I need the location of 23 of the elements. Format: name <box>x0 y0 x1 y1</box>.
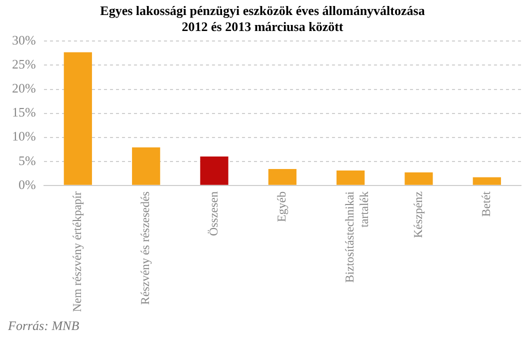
y-tick-label: 5% <box>18 152 36 168</box>
bar <box>132 147 160 185</box>
x-tick-label: Egyéb <box>274 191 289 222</box>
bar <box>268 169 296 185</box>
y-tick-label: 30% <box>12 32 36 48</box>
y-tick-label: 0% <box>18 176 36 192</box>
y-tick-label: 15% <box>12 104 36 120</box>
y-tick-label: 25% <box>12 56 36 72</box>
bar <box>404 172 433 185</box>
x-tick-label: Készpénz <box>410 191 425 238</box>
x-tick-label: Biztosítástechnikai tartalék <box>342 190 372 283</box>
chart-title: Egyes lakossági pénzügyi eszközök éves állományváltozása 2012 és 2013 márciusa között <box>100 3 426 34</box>
y-tick-label: 10% <box>12 128 36 144</box>
x-tick-label: Részvény és részesedés <box>138 191 152 305</box>
x-tick-label: Betét <box>479 190 494 217</box>
bar <box>336 170 365 185</box>
text: Forrás: MNB <box>8 318 80 334</box>
bar <box>64 52 92 185</box>
x-tick-label: Összesen <box>206 191 220 236</box>
bar <box>472 177 501 185</box>
x-tick-label: Nem részvény értékpapír <box>70 191 84 312</box>
y-tick-label: 20% <box>12 80 36 96</box>
bar <box>200 156 228 185</box>
